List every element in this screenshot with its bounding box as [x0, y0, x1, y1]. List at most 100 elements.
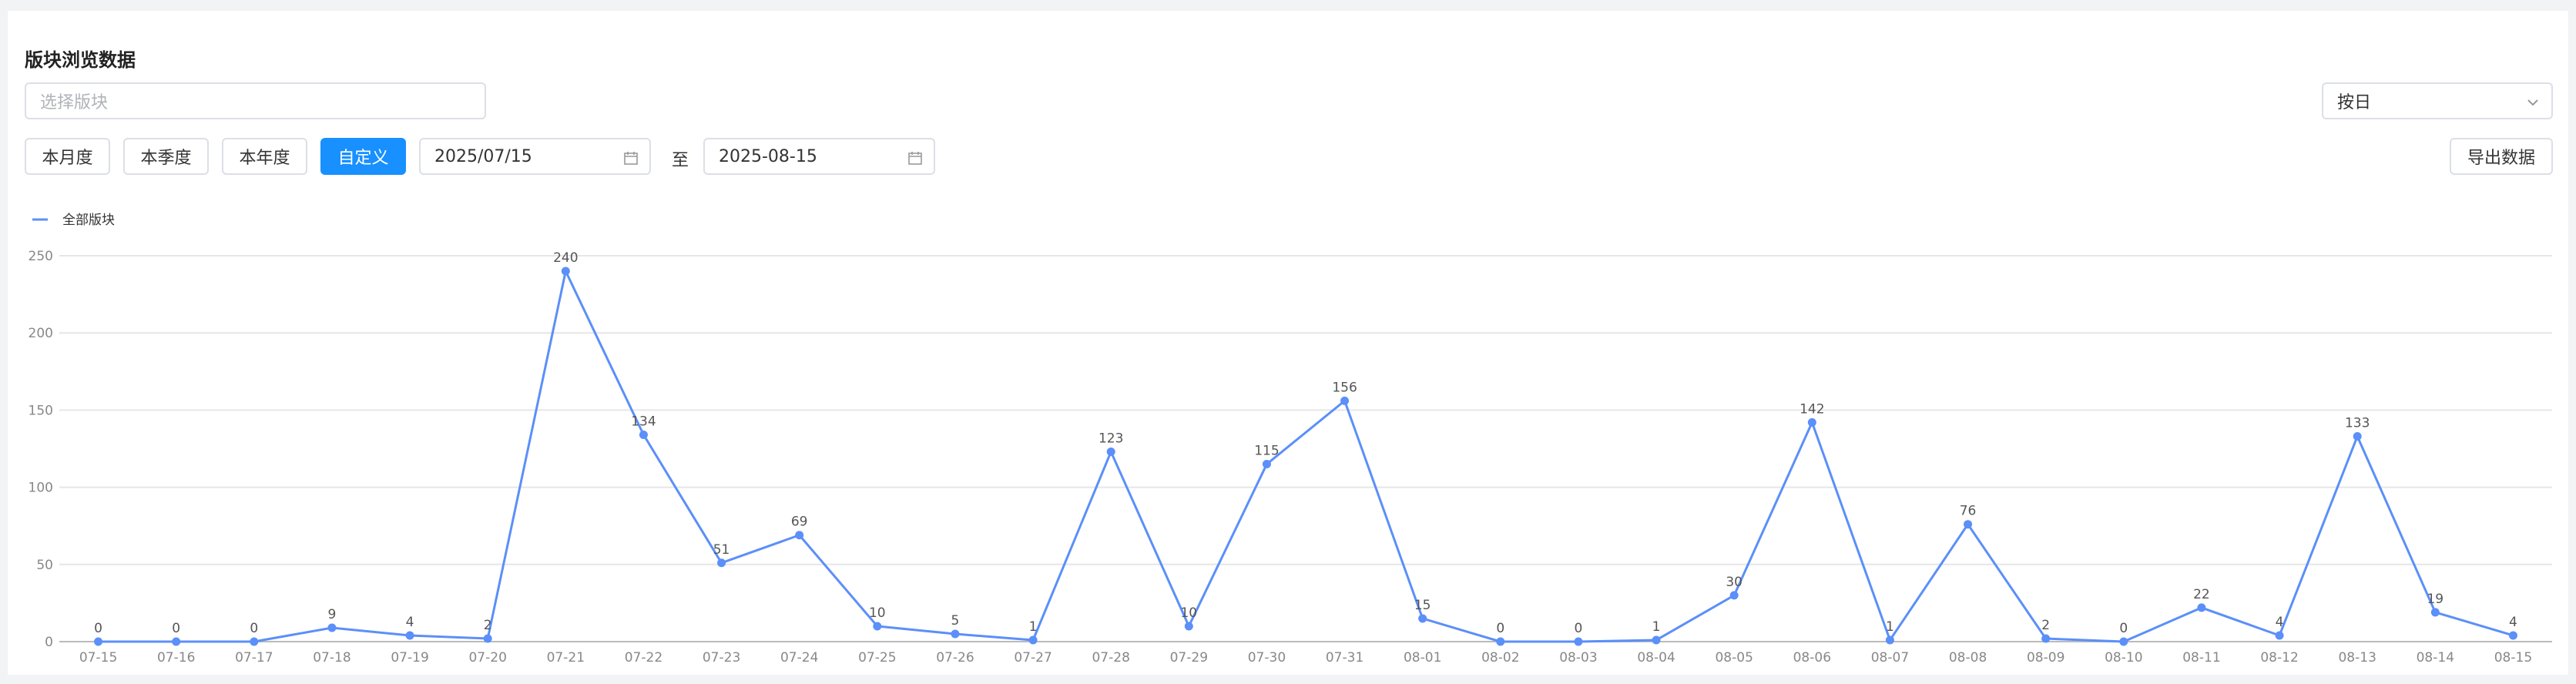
- data-label: 10: [1180, 605, 1197, 621]
- x-tick-label: 07-29: [1170, 650, 1208, 666]
- y-tick-label: 0: [45, 635, 53, 650]
- point: [1807, 417, 1816, 427]
- data-label: 0: [250, 621, 258, 636]
- button[interactable]: 本季度: [123, 138, 209, 175]
- point: [1106, 448, 1115, 457]
- y-tick-label: 200: [29, 326, 53, 341]
- x-tick-label: 08-01: [1404, 650, 1441, 666]
- x-tick-label: 07-27: [1014, 650, 1052, 666]
- button[interactable]: 本月度: [25, 138, 110, 175]
- point: [2041, 634, 2051, 643]
- select-value: 按日: [2337, 93, 2372, 112]
- page-title: 版块浏览数据: [25, 49, 136, 71]
- data-label: 0: [2119, 621, 2128, 636]
- data-label: 0: [1575, 621, 1583, 636]
- data-label: 2: [484, 618, 492, 633]
- data-label: 1: [1886, 619, 1894, 635]
- point: [1340, 396, 1350, 405]
- x-tick-label: 07-16: [157, 650, 195, 666]
- button[interactable]: 本年度: [222, 138, 307, 175]
- start-date[interactable]: 2025/07/15: [419, 138, 651, 175]
- data-label: 0: [1496, 621, 1504, 636]
- x-tick-label: 08-13: [2338, 650, 2376, 666]
- x-tick-label: 07-26: [936, 650, 974, 666]
- point: [172, 637, 181, 646]
- data-label: 76: [1960, 504, 1977, 519]
- legend-label: 全部版块: [62, 213, 115, 228]
- x-tick-label: 07-25: [858, 650, 896, 666]
- date-value: 2025/07/15: [434, 146, 532, 166]
- end-date[interactable]: 2025-08-15: [703, 138, 935, 175]
- x-tick-label: 08-09: [2027, 650, 2064, 666]
- x-tick-label: 07-19: [391, 650, 428, 666]
- date-value: 2025-08-15: [719, 146, 817, 166]
- data-label: 4: [2509, 615, 2517, 630]
- data-label: 15: [1414, 598, 1431, 613]
- point: [561, 267, 570, 276]
- point: [1885, 635, 1894, 645]
- data-label: 22: [2193, 587, 2210, 602]
- point: [2430, 608, 2440, 617]
- data-label: 123: [1098, 431, 1123, 447]
- y-tick-label: 150: [29, 403, 53, 418]
- data-label: 69: [791, 515, 808, 530]
- x-tick-label: 08-10: [2105, 650, 2142, 666]
- x-tick-label: 07-30: [1248, 650, 1286, 666]
- x-tick-label: 07-15: [79, 650, 117, 666]
- export-button[interactable]: 导出数据: [2450, 138, 2553, 175]
- point: [1729, 591, 1739, 600]
- x-tick-label: 07-20: [468, 650, 506, 666]
- range-separator: 至: [672, 151, 689, 170]
- x-tick-label: 08-11: [2182, 650, 2220, 666]
- point: [1574, 637, 1583, 646]
- point: [94, 637, 103, 646]
- point: [2508, 631, 2517, 640]
- x-tick-label: 08-12: [2260, 650, 2298, 666]
- x-tick-label: 08-08: [1949, 650, 1987, 666]
- x-tick-label: 08-15: [2494, 650, 2532, 666]
- x-tick-label: 07-23: [703, 650, 740, 666]
- data-label: 0: [172, 621, 180, 636]
- point: [405, 631, 414, 640]
- point: [250, 637, 259, 646]
- point: [2353, 431, 2362, 441]
- point: [1418, 614, 1427, 623]
- x-tick-label: 07-17: [235, 650, 273, 666]
- x-tick-label: 07-28: [1092, 650, 1129, 666]
- data-label: 240: [553, 250, 578, 266]
- point: [2119, 637, 2128, 646]
- calendar-icon: [624, 152, 638, 165]
- x-tick-label: 08-03: [1559, 650, 1597, 666]
- data-label: 156: [1332, 380, 1357, 395]
- point: [2275, 631, 2284, 640]
- data-label: 5: [951, 613, 960, 629]
- block-select[interactable]: 选择版块: [25, 82, 486, 119]
- point: [2197, 603, 2206, 612]
- data-label: 4: [2276, 615, 2284, 630]
- chevron-icon: [2527, 99, 2538, 106]
- point: [1028, 635, 1038, 645]
- x-tick-label: 07-22: [625, 650, 662, 666]
- x-tick-label: 08-14: [2417, 650, 2454, 666]
- data-label: 134: [631, 414, 656, 429]
- calendar-icon: [908, 152, 922, 165]
- point: [1184, 622, 1193, 631]
- data-label: 1: [1029, 619, 1038, 635]
- point: [327, 623, 337, 632]
- x-tick-label: 07-31: [1326, 650, 1363, 666]
- data-label: 142: [1800, 401, 1824, 417]
- button[interactable]: 自定义: [320, 138, 406, 175]
- point: [873, 622, 882, 631]
- data-label: 51: [713, 542, 730, 558]
- point: [639, 430, 648, 439]
- data-label: 30: [1726, 575, 1742, 590]
- data-label: 9: [328, 607, 337, 622]
- period-select[interactable]: 按日: [2322, 82, 2553, 119]
- y-tick-label: 100: [29, 481, 53, 496]
- x-tick-label: 08-02: [1481, 650, 1519, 666]
- data-label: 133: [2345, 415, 2370, 431]
- data-label: 1: [1652, 619, 1661, 635]
- data-label: 0: [94, 621, 102, 636]
- y-tick-label: 250: [29, 249, 53, 264]
